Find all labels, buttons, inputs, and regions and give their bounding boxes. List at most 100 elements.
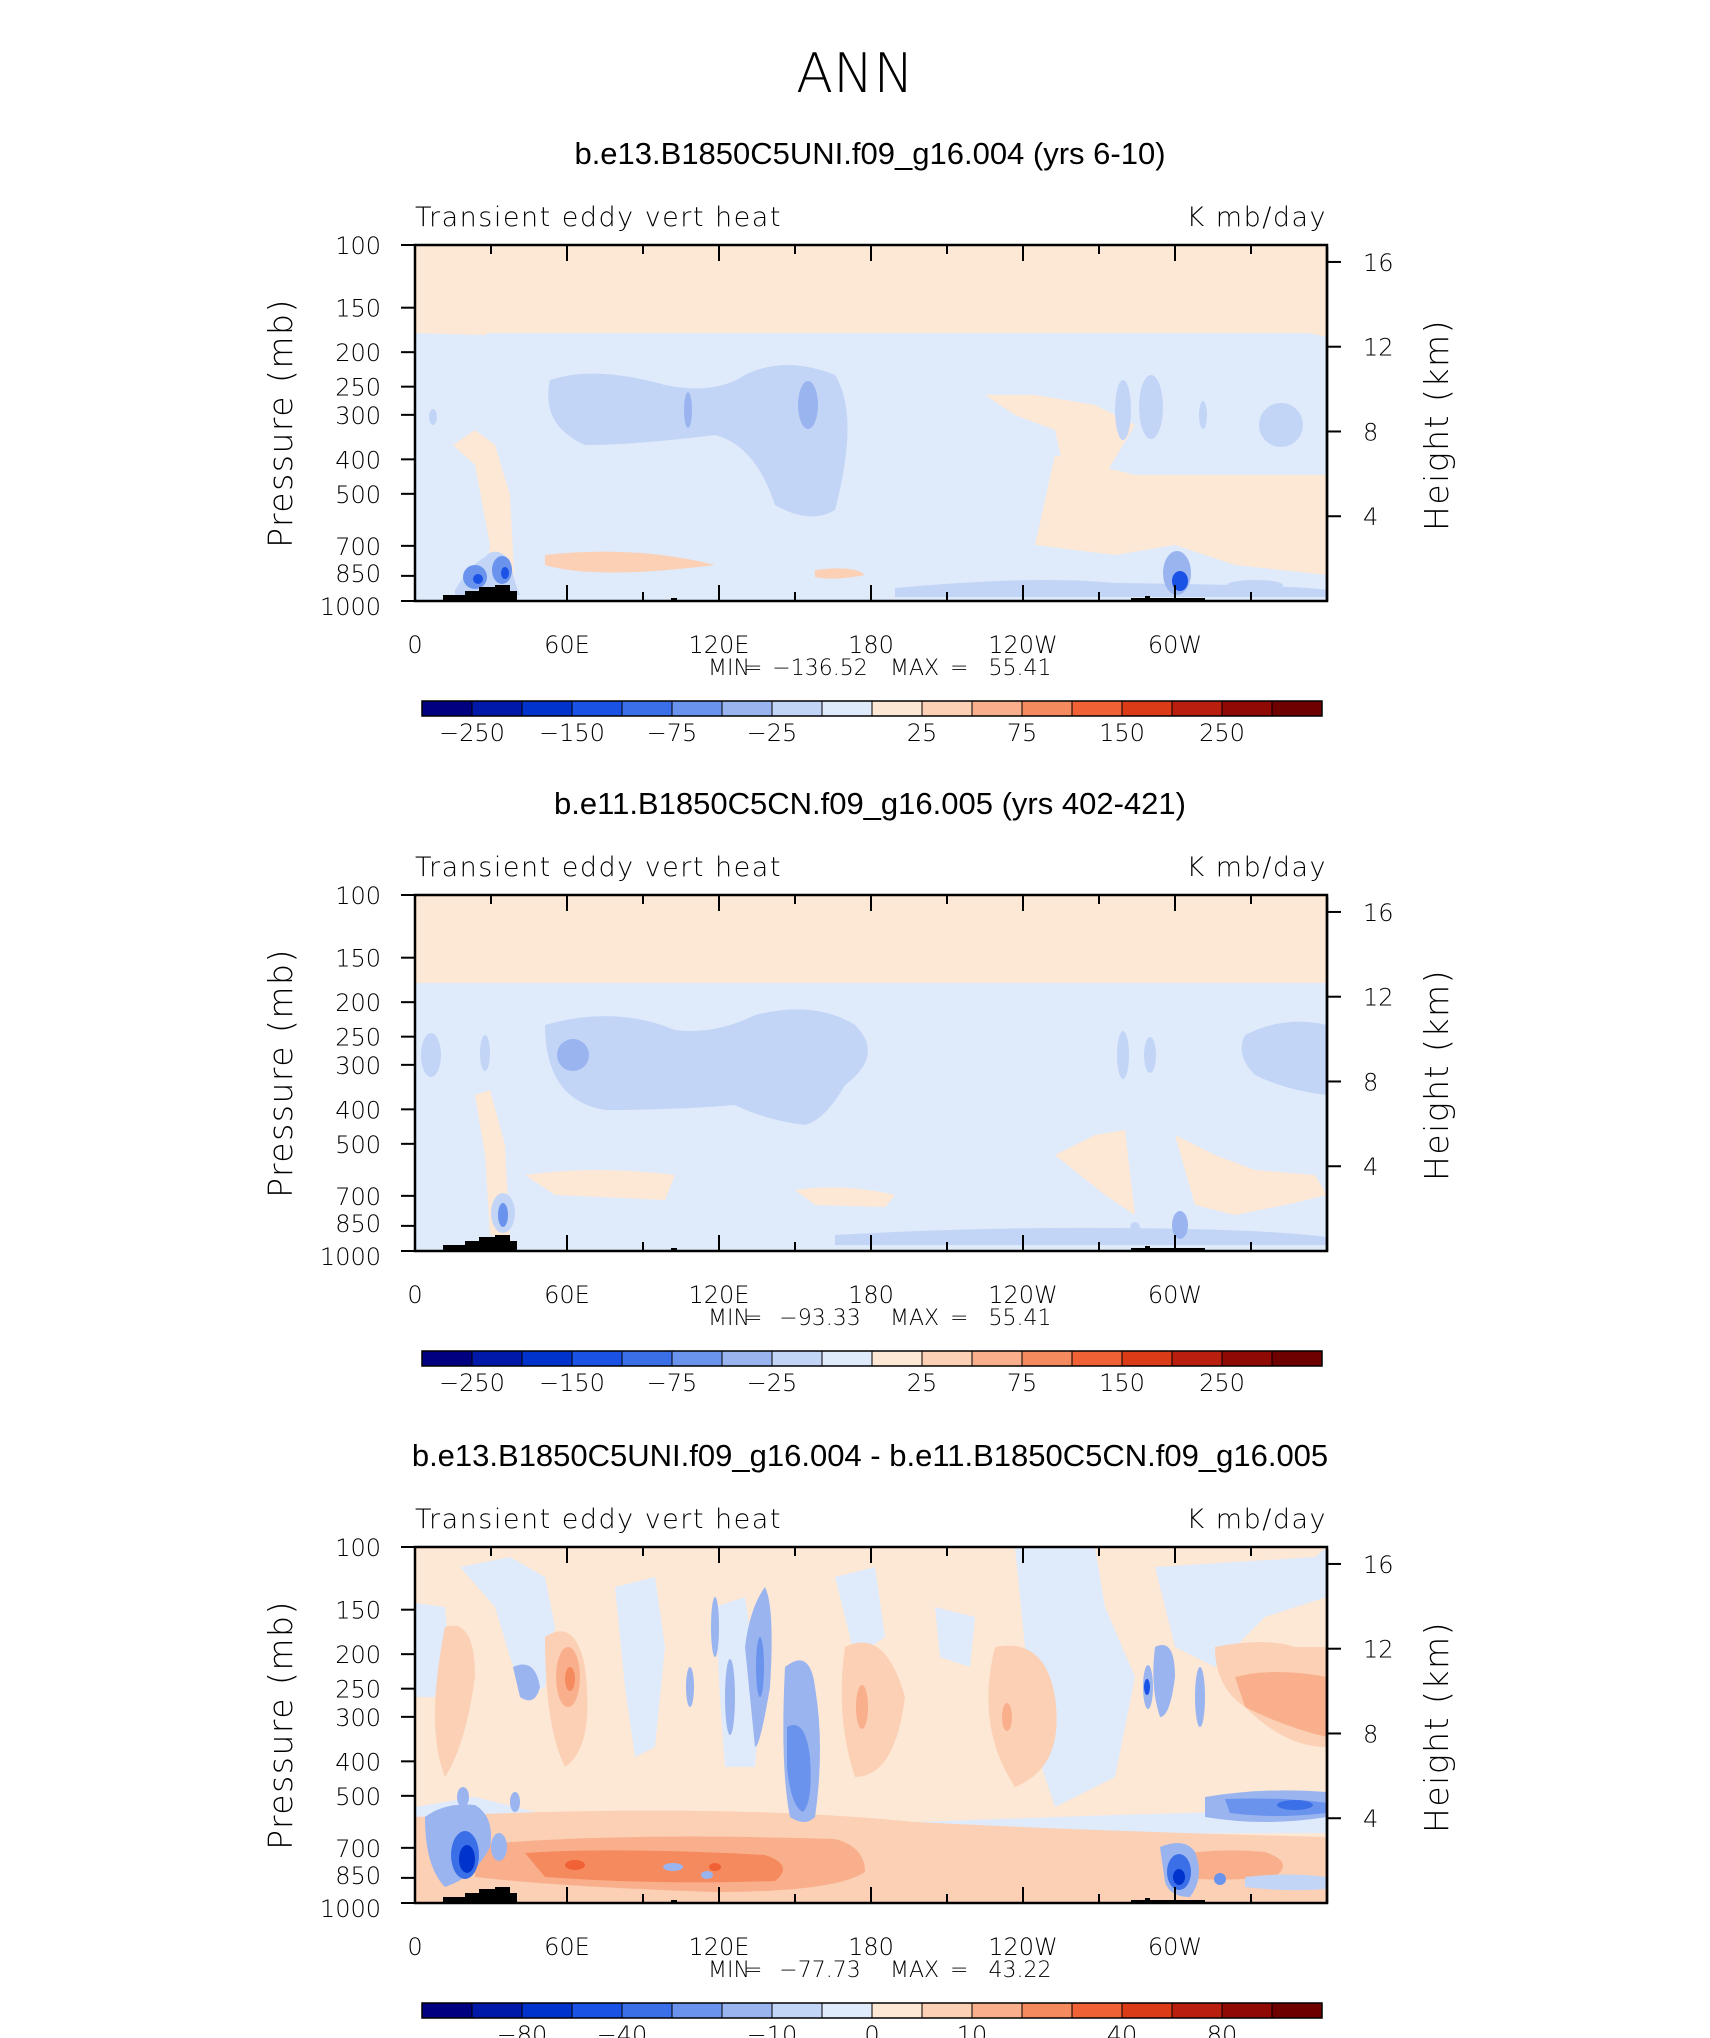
colorbar-swatch <box>1022 1351 1073 1366</box>
colorbar-swatch <box>1022 701 1073 716</box>
y-tick-label: 300 <box>335 1052 381 1080</box>
y2-tick-label: 4 <box>1363 503 1378 531</box>
topography-mask <box>443 585 517 601</box>
y2-axis-title: Height (km) <box>1417 969 1456 1181</box>
stats-min-value: −93.33 <box>779 1306 860 1331</box>
x-tick-label: 60W <box>1148 1933 1202 1961</box>
contour-region <box>1144 1037 1156 1073</box>
colorbar-tick-label: 25 <box>907 1369 938 1397</box>
contour-region <box>548 365 848 517</box>
colorbar-swatch <box>822 2003 873 2018</box>
contour-region <box>1153 1645 1175 1717</box>
colorbar-swatch <box>1072 2003 1123 2018</box>
colorbar-tick-label: −250 <box>439 719 505 747</box>
contour-region <box>1214 1873 1226 1885</box>
colorbar-tick-label: 25 <box>907 719 938 747</box>
colorbar-swatch <box>722 701 773 716</box>
colorbar-swatch <box>1272 2003 1323 2018</box>
topography-mask <box>443 1887 517 1903</box>
x-tick-label: 0 <box>407 1933 422 1961</box>
y-tick-label: 150 <box>335 1597 381 1625</box>
topography-mask <box>443 1235 517 1251</box>
colorbar-swatch <box>622 701 673 716</box>
contour-region <box>453 430 515 590</box>
y-tick-label: 100 <box>335 1534 381 1562</box>
contour-field <box>415 1547 1327 1903</box>
y2-tick-label: 16 <box>1363 899 1394 927</box>
colorbar-swatch <box>672 701 723 716</box>
contour-region <box>1277 1800 1313 1810</box>
colorbar-swatch <box>922 701 973 716</box>
page-title: ANN <box>796 42 914 105</box>
y-tick-label: 200 <box>335 989 381 1017</box>
contour-region <box>565 1860 585 1870</box>
x-tick-label: 60E <box>544 1281 590 1309</box>
colorbar-tick-label: 150 <box>1099 1369 1145 1397</box>
contour-field <box>415 245 1327 601</box>
contour-region <box>435 1625 475 1777</box>
colorbar-tick-label: −75 <box>647 1369 698 1397</box>
y-tick-label: 250 <box>335 374 381 402</box>
x-tick-label: 60W <box>1148 631 1202 659</box>
colorbar: −250 −150 −75 −25 25 75 150 250 <box>421 1350 1323 1397</box>
panel-title: b.e13.B1850C5UNI.f09_g16.004 - b.e11.B18… <box>412 1438 1328 1473</box>
contour-region <box>1117 1031 1129 1079</box>
contour-region <box>686 1667 694 1707</box>
colorbar-swatch <box>622 1351 673 1366</box>
contour-region <box>684 392 692 428</box>
x-tick-label: 60W <box>1148 1281 1202 1309</box>
colorbar-swatch <box>1272 1351 1323 1366</box>
contour-region <box>1195 1667 1205 1727</box>
y-tick-label: 200 <box>335 339 381 367</box>
y-tick-label: 150 <box>335 945 381 973</box>
contour-region <box>545 551 715 573</box>
contour-region <box>663 1863 683 1871</box>
y-tick-label: 400 <box>335 1096 381 1124</box>
y-tick-label: 1000 <box>320 1895 381 1923</box>
y-tick-label: 1000 <box>320 1243 381 1271</box>
colorbar-tick-label: −250 <box>439 1369 505 1397</box>
contour-region <box>701 1871 713 1879</box>
contour-region <box>1241 1021 1327 1095</box>
stats-max-label: MAX <box>890 1306 939 1331</box>
panel-title: b.e13.B1850C5UNI.f09_g16.004 (yrs 6-10) <box>574 136 1165 171</box>
contour-region <box>895 579 1327 597</box>
colorbar-tick-label: 40 <box>1107 2021 1138 2038</box>
colorbar-swatch <box>672 2003 723 2018</box>
stats-equals: = <box>744 1306 762 1331</box>
y-tick-label: 850 <box>335 1210 381 1238</box>
colorbar-tick-label: 250 <box>1199 1369 1245 1397</box>
panels: b.e13.B1850C5UNI.f09_g16.004 (yrs 6-10) T… <box>261 136 1456 2038</box>
x-tick-label: 120E <box>689 1933 750 1961</box>
colorbar-swatch <box>522 1351 573 1366</box>
contour-region <box>1227 580 1283 590</box>
colorbar-swatch <box>1272 701 1323 716</box>
colorbar-tick-label: 0 <box>864 2021 879 2038</box>
y2-tick-label: 12 <box>1363 984 1394 1012</box>
y-tick-label: 500 <box>335 481 381 509</box>
variable-label: Transient eddy vert heat <box>415 852 782 883</box>
contour-region <box>421 1033 441 1077</box>
y-tick-label: 150 <box>335 295 381 323</box>
contour-region <box>725 1659 735 1735</box>
colorbar-swatch <box>472 1351 523 1366</box>
contour-region <box>1144 1679 1150 1695</box>
contour-region <box>1259 403 1303 447</box>
colorbar-tick-label: 75 <box>1007 719 1038 747</box>
y-tick-label: 400 <box>335 1748 381 1776</box>
stats-equals: = <box>744 1958 762 1983</box>
contour-region <box>615 1577 665 1757</box>
contour-region <box>1172 1211 1188 1239</box>
colorbar: −250 −150 −75 −25 25 75 150 250 <box>421 700 1323 747</box>
colorbar-swatch <box>572 701 623 716</box>
y-tick-label: 250 <box>335 1024 381 1052</box>
colorbar: −80 −40 −10 0 10 40 80 <box>421 2002 1323 2038</box>
colorbar-swatch <box>1222 701 1273 716</box>
contour-region <box>473 574 483 584</box>
colorbar-tick-label: −150 <box>539 1369 605 1397</box>
contour-region <box>1245 1874 1327 1891</box>
contour-region <box>855 1875 1035 1899</box>
y-tick-label: 300 <box>335 1704 381 1732</box>
y-tick-label: 250 <box>335 1676 381 1704</box>
panel-title: b.e11.B1850C5CN.f09_g16.005 (yrs 402-421… <box>554 786 1186 821</box>
